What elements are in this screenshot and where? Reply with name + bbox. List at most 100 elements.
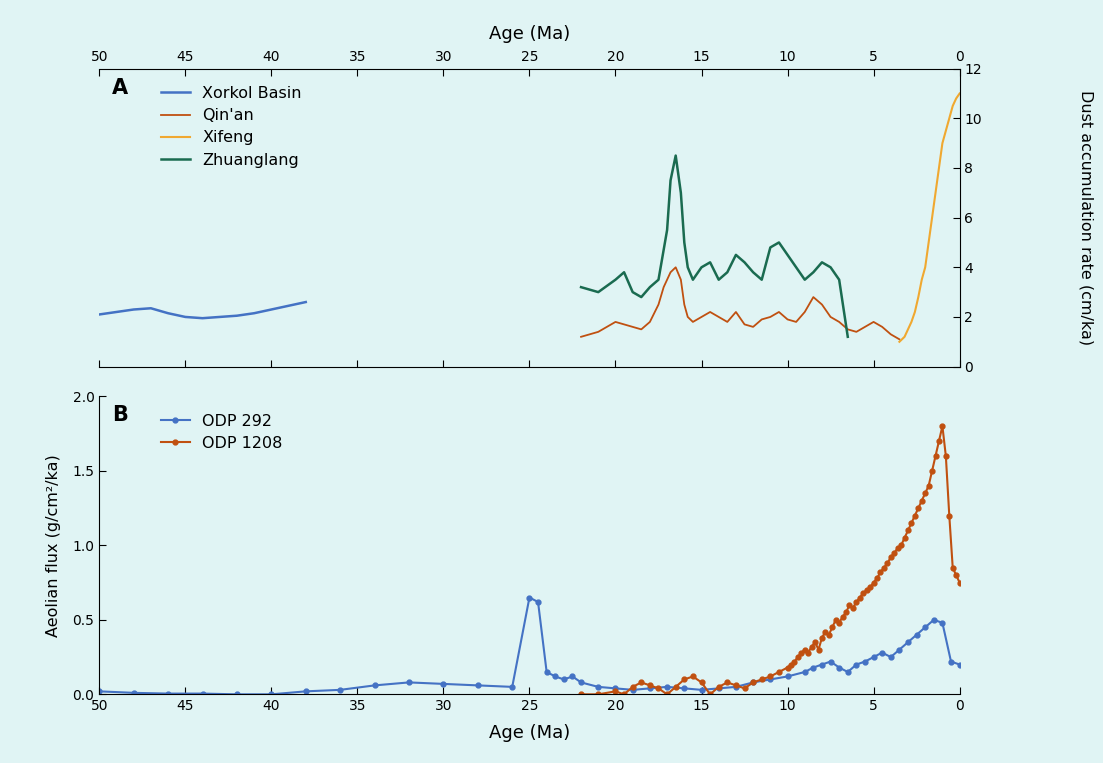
Xorkol Basin [144, 304, 158, 313]
X-axis label: Age (Ma): Age (Ma) [489, 724, 570, 742]
Qin'an [674, 275, 687, 285]
Qin'an [858, 322, 871, 331]
Xorkol Basin [196, 314, 210, 323]
Qin'an [720, 317, 733, 327]
Zhuanglang [652, 275, 665, 285]
ODP 1208 [929, 452, 942, 461]
Zhuanglang [661, 226, 674, 235]
Zhuanglang [575, 282, 588, 291]
Xifeng [950, 94, 963, 103]
ODP 1208 [953, 578, 966, 588]
Zhuanglang [772, 238, 785, 247]
ODP 292 [523, 593, 536, 602]
Xorkol Basin [231, 311, 244, 320]
Zhuanglang [682, 262, 695, 272]
Qin'an [652, 300, 665, 309]
Zhuanglang [609, 275, 622, 285]
Y-axis label: Aeolian flux (g/cm²/ka): Aeolian flux (g/cm²/ka) [46, 454, 62, 637]
ODP 292 [231, 690, 244, 699]
Qin'an [575, 332, 588, 341]
Zhuanglang [815, 258, 828, 267]
Zhuanglang [729, 250, 742, 259]
Zhuanglang [713, 275, 726, 285]
Legend: Xorkol Basin, Qin'an, Xifeng, Zhuanglang: Xorkol Basin, Qin'an, Xifeng, Zhuanglang [154, 79, 309, 174]
Qin'an [885, 330, 898, 339]
ODP 1208 [829, 615, 843, 624]
Xifeng [935, 139, 949, 148]
Legend: ODP 292, ODP 1208: ODP 292, ODP 1208 [154, 407, 289, 457]
Xifeng [929, 188, 942, 198]
Qin'an [695, 312, 708, 321]
Y-axis label: Dust accumulation rate (cm/ka): Dust accumulation rate (cm/ka) [1079, 90, 1093, 345]
Zhuanglang [842, 332, 855, 341]
Qin'an [781, 315, 794, 324]
Qin'an [643, 317, 656, 327]
Xorkol Basin [213, 312, 226, 321]
ODP 1208 [912, 504, 925, 513]
Text: A: A [113, 78, 128, 98]
Qin'an [704, 307, 717, 317]
Qin'an [634, 325, 647, 334]
Qin'an [600, 322, 613, 331]
Qin'an [756, 315, 769, 324]
Qin'an [892, 335, 906, 344]
Xorkol Basin [247, 309, 260, 318]
Qin'an [790, 317, 803, 327]
Qin'an [842, 325, 855, 334]
Xorkol Basin [161, 309, 174, 318]
Xifeng [915, 275, 929, 285]
Qin'an [747, 322, 760, 331]
Xifeng [925, 213, 939, 222]
Xifeng [943, 114, 956, 123]
Zhuanglang [664, 175, 677, 185]
ODP 292 [566, 672, 579, 681]
Xorkol Basin [179, 312, 192, 321]
Xifeng [940, 126, 953, 135]
Xifeng [946, 101, 960, 111]
Zhuanglang [824, 262, 837, 272]
Xifeng [904, 317, 918, 327]
Xifeng [912, 292, 925, 301]
Line: Xorkol Basin: Xorkol Basin [99, 302, 306, 318]
Zhuanglang [686, 275, 699, 285]
Xifeng [932, 163, 945, 172]
Qin'an [686, 317, 699, 327]
Qin'an [815, 300, 828, 309]
Qin'an [772, 307, 785, 317]
Zhuanglang [634, 292, 647, 301]
Zhuanglang [618, 268, 631, 277]
Zhuanglang [627, 288, 640, 297]
Qin'an [677, 300, 690, 309]
ODP 292 [557, 674, 570, 684]
Xifeng [892, 337, 906, 346]
Qin'an [583, 330, 597, 339]
Zhuanglang [763, 243, 777, 252]
Qin'an [833, 317, 846, 327]
Xifeng [953, 89, 966, 98]
Zhuanglang [738, 258, 751, 267]
Zhuanglang [704, 258, 717, 267]
Zhuanglang [781, 250, 794, 259]
Zhuanglang [790, 262, 803, 272]
ODP 1208 [935, 422, 949, 431]
Zhuanglang [756, 275, 769, 285]
Line: Xifeng: Xifeng [899, 94, 960, 342]
ODP 1208 [729, 681, 742, 690]
ODP 292 [93, 687, 106, 696]
Xifeng [922, 238, 935, 247]
Xifeng [898, 332, 911, 341]
Qin'an [824, 312, 837, 321]
Zhuanglang [833, 275, 846, 285]
Xorkol Basin [127, 305, 140, 314]
ODP 1208 [788, 657, 801, 666]
Zhuanglang [591, 288, 604, 297]
ODP 1208 [919, 488, 932, 497]
Qin'an [591, 327, 604, 336]
Qin'an [664, 268, 677, 277]
Zhuanglang [695, 262, 708, 272]
ODP 292 [849, 660, 863, 669]
Xorkol Basin [93, 310, 106, 319]
Qin'an [876, 322, 889, 331]
Qin'an [657, 282, 671, 291]
Xorkol Basin [110, 307, 124, 317]
